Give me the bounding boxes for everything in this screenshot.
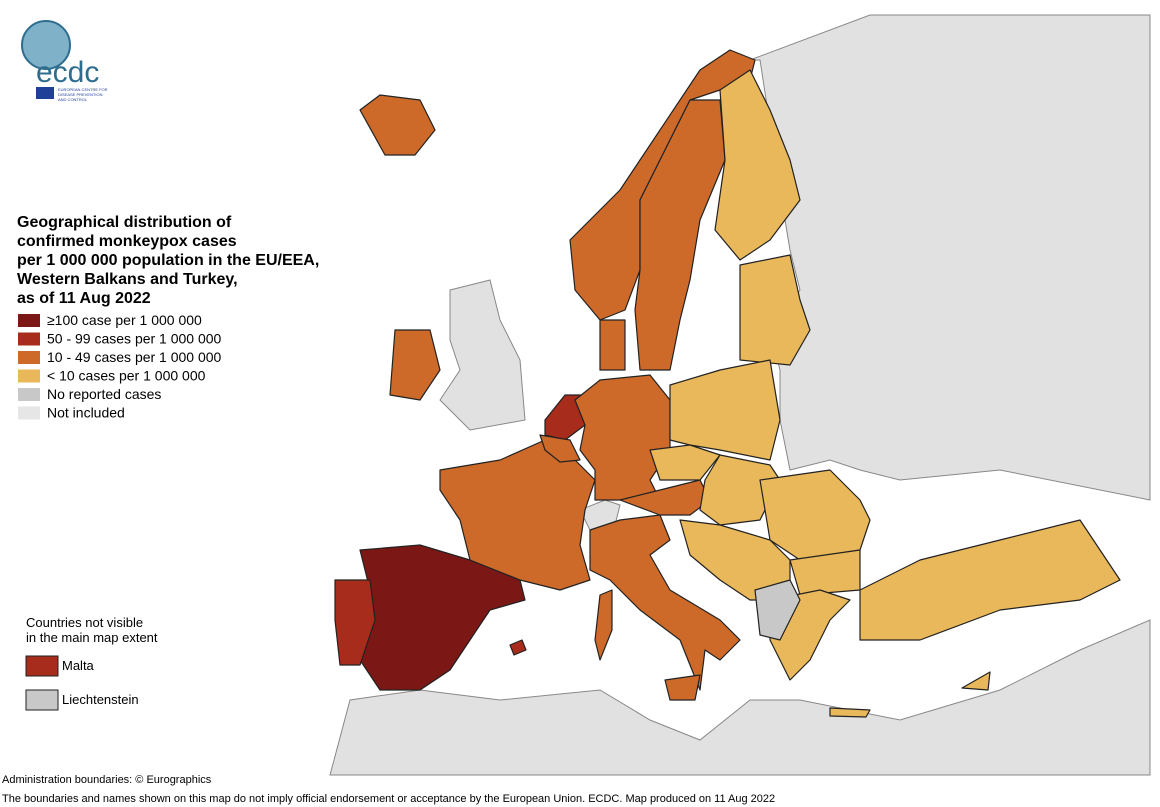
country xyxy=(739,254,811,366)
country xyxy=(539,434,581,463)
country xyxy=(594,589,613,661)
logo-globe xyxy=(21,20,71,70)
country xyxy=(859,519,1121,641)
basemap xyxy=(329,14,1151,776)
logo-subtitle: AND CONTROL xyxy=(58,97,88,102)
footer: Administration boundaries: © Eurographic… xyxy=(2,774,775,805)
footer-line: The boundaries and names shown on this m… xyxy=(2,793,775,805)
legend-swatch xyxy=(18,406,40,420)
non-included-land xyxy=(579,499,621,531)
country xyxy=(649,444,721,481)
country xyxy=(759,469,871,561)
legend-swatch xyxy=(18,351,40,364)
legend-swatch xyxy=(18,388,40,401)
country xyxy=(829,707,871,718)
logo: ecdc EUROPEAN CENTRE FOR DISEASE PREVENT… xyxy=(21,20,108,102)
title-line: per 1 000 000 population in the EU/EEA, xyxy=(17,252,319,269)
legend: ≥100 case per 1 000 000 50 - 99 cases per… xyxy=(18,312,222,421)
non-included-land xyxy=(749,14,1151,501)
legend-swatch xyxy=(18,369,40,383)
logo-name: ecdc xyxy=(36,56,99,89)
legend-swatch xyxy=(18,314,40,327)
non-included-land xyxy=(439,279,526,431)
logo-subtitle: EUROPEAN CENTRE FOR xyxy=(58,87,108,92)
footer-line: Administration boundaries: © Eurographic… xyxy=(2,774,212,786)
country xyxy=(669,359,781,461)
inset-swatch xyxy=(25,689,59,711)
country xyxy=(334,579,376,666)
country xyxy=(389,329,441,401)
country xyxy=(634,99,726,371)
country xyxy=(359,94,436,156)
country xyxy=(754,579,801,641)
title-line: confirmed monkeypox cases xyxy=(17,233,237,250)
legend-swatch xyxy=(18,332,40,346)
country xyxy=(961,671,991,691)
inset-title: in the main map extent xyxy=(26,630,158,645)
country xyxy=(569,49,756,321)
legend-label: 10 - 49 cases per 1 000 000 xyxy=(47,349,222,365)
inset-swatch xyxy=(25,655,59,677)
country xyxy=(664,674,701,701)
eu-flag xyxy=(36,87,54,99)
legend-label: ≥100 case per 1 000 000 xyxy=(47,312,202,328)
title-line: as of 11 Aug 2022 xyxy=(17,290,151,307)
country xyxy=(599,319,626,371)
legend-label: No reported cases xyxy=(47,386,161,402)
country xyxy=(714,69,801,261)
legend-label: < 10 cases per 1 000 000 xyxy=(47,368,206,384)
country xyxy=(509,639,527,656)
inset-label: Liechtenstein xyxy=(62,692,139,707)
non-included-land xyxy=(329,619,1151,776)
legend-label: 50 - 99 cases per 1 000 000 xyxy=(47,331,222,347)
legend-label: Not included xyxy=(47,405,125,421)
title: Geographical distribution of confirmed mo… xyxy=(17,214,319,307)
title-line: Western Balkans and Turkey, xyxy=(17,271,238,288)
title-line: Geographical distribution of xyxy=(17,214,232,231)
inset-title: Countries not visible xyxy=(26,615,143,630)
inset-label: Malta xyxy=(62,658,95,673)
logo-subtitle: DISEASE PREVENTION xyxy=(58,92,103,97)
country xyxy=(589,514,741,691)
